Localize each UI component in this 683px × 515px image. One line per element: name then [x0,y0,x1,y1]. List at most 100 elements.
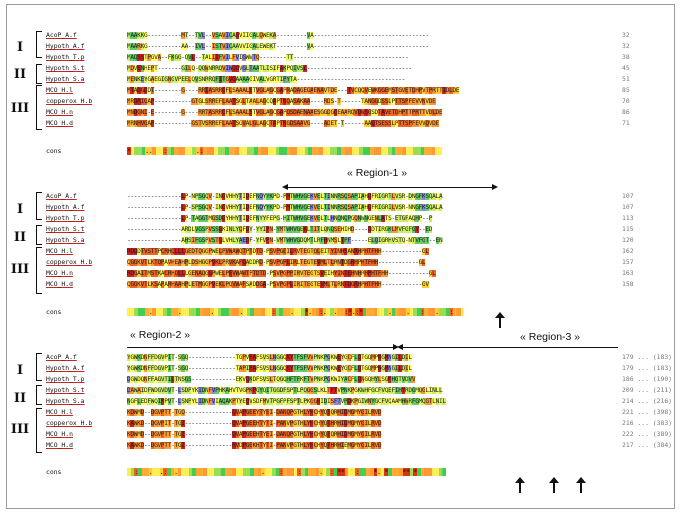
residue: - [421,215,426,222]
residue: V [306,43,311,50]
residue: W [215,270,219,277]
residue: T [428,398,433,405]
residue: V [208,204,212,211]
residue: D [130,270,134,277]
residue: G [198,215,202,222]
residue: L [367,442,372,449]
residue: T [143,259,148,266]
consensus-symbol [166,468,171,476]
residue: T [394,87,399,94]
residue: P [150,98,155,105]
consensus-symbol [185,308,189,316]
residue: - [357,237,362,244]
residue: - [204,409,209,416]
residue: V [320,270,324,277]
residue: P [279,270,283,277]
residue: - [208,431,212,438]
residue: E [371,215,375,222]
residue: L [289,281,294,288]
residue: - [405,32,409,39]
residue: G [327,354,331,361]
residue: E [333,87,338,94]
residue: - [367,76,372,83]
residue: L [435,204,439,211]
residue: I [394,354,399,361]
residue: Q [282,376,287,383]
residue: Q [344,204,348,211]
residue: T [313,270,317,277]
residue: D [252,248,256,255]
residue: V [245,354,250,361]
residue: R [164,248,168,255]
residue: N [388,365,392,372]
residue: - [381,54,385,61]
residue: G [201,248,205,255]
residue: D [150,409,155,416]
consensus-symbol [402,308,407,316]
residue: - [157,87,162,94]
sequence-name: MCO_H.l [46,247,73,255]
residue: F [194,237,199,244]
residue: - [143,193,148,200]
residue: Q [191,76,195,83]
residue: H [228,204,233,211]
residue: A [130,43,134,50]
residue: N [184,398,189,405]
residue: Q [228,281,233,288]
residue: A [228,98,233,105]
residue: F [147,354,151,361]
residue: - [188,120,192,127]
residue: W [133,365,138,372]
residue: D [130,248,134,255]
residue: - [388,32,392,39]
residue: - [394,54,399,61]
residue: - [191,109,195,116]
residue: H [296,204,300,211]
residue: H [296,193,300,200]
sequence-end-position: 45 [622,64,630,72]
residue: N [204,398,209,405]
alignment-row: MCO_H.d MRNHVGAP-----------GSTVSRREFLAATS… [0,119,683,128]
residue: P [225,281,229,288]
residue: - [150,226,155,233]
residue: S [201,237,205,244]
residue: - [384,281,389,288]
residue: - [316,43,321,50]
residue: - [289,32,294,39]
residue: - [364,226,368,233]
residue: V [337,387,341,394]
residue: - [391,270,395,277]
residue: I [143,109,148,116]
residue: G [177,420,182,427]
residue: - [310,54,314,61]
residue: - [398,54,402,61]
residue: V [398,226,402,233]
residue: - [316,65,321,72]
residue: F [333,398,338,405]
residue: G [415,398,419,405]
residue: P [164,398,168,405]
residue: P [289,387,294,394]
residue: G [262,98,267,105]
residue: - [384,54,389,61]
residue: - [174,237,178,244]
residue: H [310,431,314,438]
consensus-symbol [145,468,149,476]
consensus-symbol [268,147,272,155]
residue: E [337,109,341,116]
residue: R [208,76,212,83]
residue: R [296,270,300,277]
residue: Y [374,376,378,383]
residue: - [310,76,314,83]
residue: P [242,420,246,427]
residue: A [310,32,314,39]
consensus-symbol [214,308,218,316]
residue: - [232,354,236,361]
residue: A [266,109,270,116]
residue: G [306,248,311,255]
residue: - [377,76,382,83]
residue: - [194,376,199,383]
residue: T [398,98,402,105]
sequence-name: copperox_H.b [46,258,93,266]
residue: Q [388,398,392,405]
